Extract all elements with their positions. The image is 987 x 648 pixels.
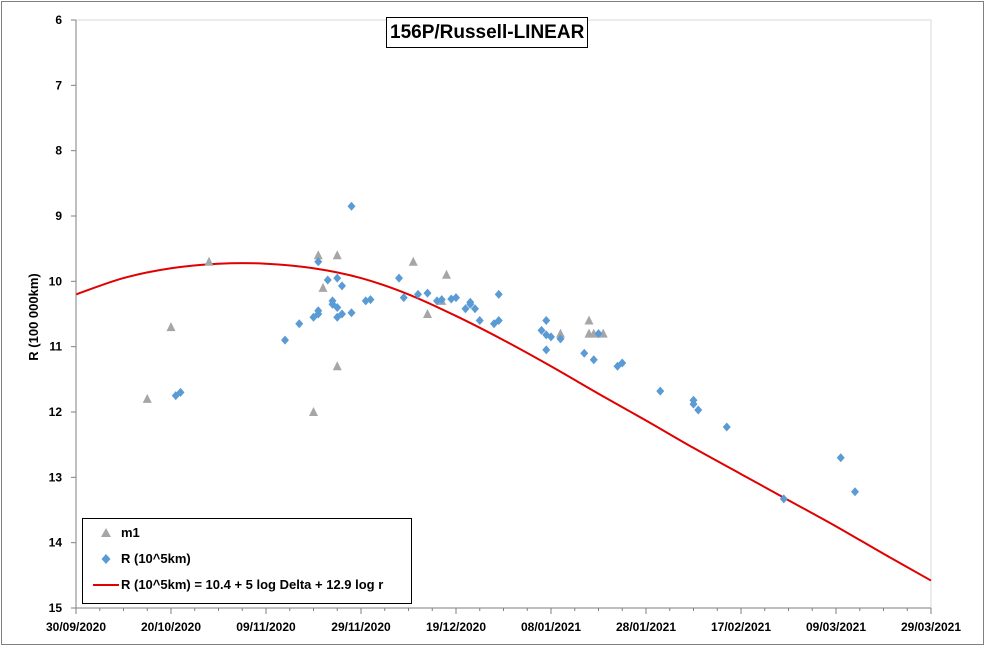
m1-point [589,328,599,338]
r-point [395,273,403,283]
fit-curve [75,262,932,582]
r-point [314,257,323,267]
r-point [314,306,323,316]
x-tick-label: 29/11/2020 [331,620,391,634]
r-point [851,487,859,497]
r-point [461,304,470,314]
r-point [618,358,627,368]
r-point [176,387,185,397]
r-point [471,304,479,314]
x-tick-label: 09/03/2021 [806,620,866,634]
x-tick-label: 20/10/2020 [141,620,201,634]
r-point [295,319,304,329]
r-point [338,281,346,291]
r-point [323,275,332,285]
line-marker-icon [93,584,119,586]
r-point [423,288,432,298]
diamond-marker-icon [101,554,111,564]
x-tick-label: 09/11/2020 [236,620,296,634]
r-point [580,348,589,358]
m1-point [423,309,432,318]
y-tick-label: 14 [49,536,63,550]
r-point [347,308,356,318]
r-point [694,405,703,415]
y-tick-label: 7 [55,78,62,92]
r-point [589,355,598,365]
y-tick-label: 8 [55,144,62,158]
r-point [333,273,342,283]
r-point [475,316,484,326]
r-point [347,201,356,211]
legend-label: R (10^5km) = 10.4 + 5 log Delta + 12.9 l… [121,577,384,592]
triangle-marker-icon [101,528,111,537]
r-point [494,289,503,299]
r-point [414,289,422,299]
legend: m1 R (10^5km) R (10^5km) = 10.4 + 5 log … [82,518,412,604]
y-tick-label: 10 [49,274,63,288]
legend-label: R (10^5km) [121,551,191,566]
legend-item-r: R (10^5km) [83,549,411,569]
r-point [338,309,346,319]
m1-point [332,250,342,260]
x-tick-label: 29/03/2021 [901,620,961,634]
r-point [399,293,408,303]
m1-point [166,322,176,332]
m1-point [309,407,318,416]
m1-point [313,250,323,260]
r-point [366,295,375,305]
m1-point [442,269,451,279]
r-point [836,453,845,463]
r-point [452,293,460,303]
r-point [542,316,551,326]
r-point [722,422,731,432]
m1-point [332,361,342,371]
x-tick-label: 28/01/2021 [616,620,676,634]
r-point [537,325,546,335]
r-point [466,299,475,309]
r-point [556,334,565,344]
r-point [779,494,788,504]
r-point [281,335,289,345]
legend-item-fit: R (10^5km) = 10.4 + 5 log Delta + 12.9 l… [83,575,411,595]
r-point [547,332,555,342]
m1-point [408,256,418,266]
m1-point [598,328,608,338]
r-point [656,386,665,396]
legend-label: m1 [121,525,140,540]
m1-point [584,315,594,325]
m1-point [142,393,152,403]
r-point [542,345,551,355]
y-tick-label: 13 [49,470,63,484]
x-tick-label: 30/09/2020 [46,620,106,634]
y-tick-label: 12 [49,405,63,419]
y-tick-label: 11 [49,340,62,354]
m1-point [318,282,328,292]
r-point [494,316,503,326]
m1-point [556,328,565,338]
r-point [333,302,342,312]
x-tick-label: 17/02/2021 [711,620,771,634]
chart-title: 156P/Russell-LINEAR [386,17,589,48]
y-tick-label: 15 [49,601,63,615]
x-tick-label: 19/12/2020 [426,620,486,634]
legend-item-m1: m1 [83,523,411,543]
y-tick-label: 6 [55,13,62,27]
x-tick-label: 08/01/2021 [521,620,581,634]
y-axis-label: R (100 000km) [26,273,41,360]
r-point [437,295,446,305]
r-point [594,329,603,339]
y-tick-label: 9 [55,209,62,223]
r-point [689,399,698,409]
m1-point [204,256,214,266]
